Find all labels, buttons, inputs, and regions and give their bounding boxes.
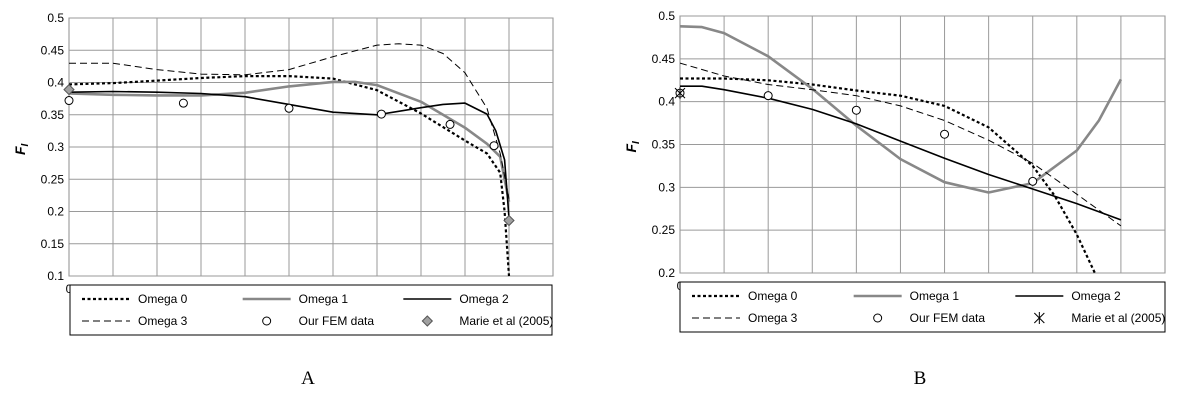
y-tick-label: 0.45: [41, 43, 65, 57]
panel-caption: A: [301, 368, 315, 389]
legend-box: [69, 284, 553, 336]
series-omega-0-line: [680, 77, 1097, 274]
legend-entry-omega-3: Omega 3: [692, 311, 798, 325]
legend-entry-omega-0: Omega 0: [82, 292, 188, 306]
legend-entry-our-fem-data: Our FEM data: [262, 314, 375, 328]
data-point: [940, 129, 950, 139]
legend-label: Our FEM data: [299, 314, 375, 328]
legend-label: Omega 2: [459, 292, 509, 306]
legend-label: Marie et al (2005): [459, 314, 553, 328]
legend-entry-omega-3: Omega 3: [82, 314, 188, 328]
legend-label: Our FEM data: [910, 311, 986, 325]
y-tick-label: 0.25: [41, 172, 65, 186]
legend-label: Omega 0: [748, 289, 798, 303]
y-tick-label: 0.1: [47, 269, 64, 283]
legend-swatch: [873, 313, 883, 323]
legend-label: Marie et al (2005): [1071, 311, 1165, 325]
x-tick-label: 0: [66, 282, 73, 296]
data-point: [64, 96, 74, 106]
y-axis-label: FI: [12, 143, 31, 155]
data-point: [1028, 176, 1038, 186]
chart-panel-B: 0.20.250.30.350.40.450.500.20.40.60.81xF…: [623, 9, 1166, 389]
data-point: [376, 109, 386, 119]
y-axis-label-subscript: I: [631, 141, 642, 144]
legend-entry-omega-0: Omega 0: [692, 289, 798, 303]
data-point: [63, 83, 75, 96]
series-omega-1-line: [69, 80, 511, 203]
legend-label: Omega 3: [138, 314, 188, 328]
y-tick-label: 0.2: [47, 205, 64, 219]
legend-entry-marie-et-al-2005: Marie et al (2005): [1033, 311, 1165, 325]
y-tick-label: 0.35: [41, 108, 65, 122]
y-tick-label: 0.4: [47, 76, 64, 90]
series-omega-1-line: [680, 25, 1123, 194]
legend-label: Omega 3: [748, 311, 798, 325]
y-tick-label: 0.5: [658, 9, 675, 23]
y-tick-label: 0.45: [652, 52, 676, 66]
series-marie-et-al-2005: [674, 87, 686, 100]
legend-label: Omega 1: [910, 289, 960, 303]
legend-entry-marie-et-al-2005: Marie et al (2005): [421, 314, 553, 328]
data-point: [489, 141, 499, 151]
legend-swatch: [1033, 312, 1045, 324]
y-tick-label: 0.2: [658, 266, 675, 280]
y-axis-label-subscript: I: [20, 143, 31, 146]
y-tick-label: 0.3: [47, 140, 64, 154]
legend-entry-omega-1: Omega 1: [853, 289, 960, 303]
series-omega-2-line: [680, 85, 1122, 221]
data-point: [674, 87, 686, 100]
y-tick-label: 0.3: [658, 180, 675, 194]
chart-panel-A: 0.10.150.20.250.30.350.40.450.500.20.40.…: [12, 11, 554, 389]
legend-box: [679, 281, 1166, 333]
y-axis-label: FI: [623, 141, 642, 153]
y-tick-label: 0.25: [652, 223, 676, 237]
legend-entry-omega-1: Omega 1: [242, 292, 349, 306]
legend: Omega 0 Omega 1 Omega 2 Omega 3 Our FEM data…: [69, 284, 553, 336]
legend-label: Omega 2: [1071, 289, 1121, 303]
legend-entry-omega-2: Omega 2: [403, 292, 509, 306]
data-point: [851, 105, 861, 115]
series-omega-3-line: [69, 43, 510, 199]
panel-caption: B: [914, 368, 927, 389]
data-point: [445, 119, 455, 129]
series-omega-3-line: [680, 62, 1122, 227]
legend-swatch: [421, 315, 434, 327]
legend-entry-our-fem-data: Our FEM data: [873, 311, 986, 325]
data-point: [503, 214, 515, 227]
series-omega-0-line: [69, 75, 511, 277]
y-tick-label: 0.4: [658, 95, 675, 109]
data-point: [284, 103, 294, 113]
legend-label: Omega 1: [299, 292, 349, 306]
legend-label: Omega 0: [138, 292, 188, 306]
y-tick-label: 0.35: [652, 138, 676, 152]
y-tick-label: 0.15: [41, 237, 65, 251]
data-point: [763, 91, 773, 101]
legend-swatch: [262, 316, 272, 326]
series-marie-et-al-2005: [63, 83, 515, 227]
data-point: [178, 98, 188, 108]
legend: Omega 0 Omega 1 Omega 2 Omega 3 Our FEM data…: [679, 281, 1166, 333]
legend-entry-omega-2: Omega 2: [1015, 289, 1121, 303]
series-our-fem-data: [64, 96, 499, 151]
y-tick-label: 0.5: [47, 11, 64, 25]
